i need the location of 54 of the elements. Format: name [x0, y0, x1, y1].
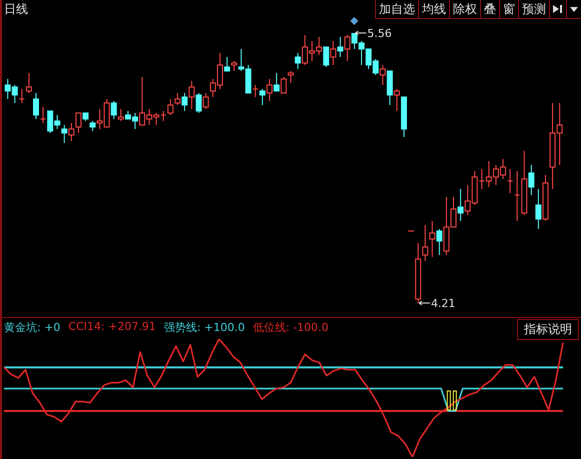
- text: 除权: [449, 0, 480, 18]
- candlestick: [231, 60, 238, 72]
- candlestick: [280, 76, 287, 94]
- candlestick: [110, 100, 117, 120]
- chart-title: 日线: [4, 1, 28, 18]
- candlestick: [386, 70, 393, 106]
- candlestick: [224, 56, 230, 72]
- candlestick: [68, 122, 74, 142]
- candlestick: [528, 164, 534, 196]
- candlestick: [330, 40, 336, 66]
- candlestick: [61, 124, 68, 144]
- candlestick: [18, 88, 25, 104]
- text: 窗: [499, 0, 518, 18]
- candlestick: [422, 224, 428, 262]
- text: 黄金坑: +0: [4, 320, 60, 335]
- candlestick: [202, 92, 209, 110]
- candlestick: [167, 98, 174, 116]
- candlestick: [294, 52, 301, 70]
- candlestick: [535, 188, 542, 230]
- text: 加自选: [375, 0, 418, 18]
- candlestick: [458, 188, 464, 222]
- annotation: 4.21: [430, 297, 456, 310]
- text: CCI14: +207.91: [68, 320, 156, 335]
- candlestick: [514, 170, 520, 222]
- text: 均线: [418, 0, 449, 18]
- candlestick: [188, 80, 195, 110]
- candlestick: [323, 46, 330, 68]
- candlestick: [26, 72, 32, 94]
- text: 低位线: -100.0: [252, 320, 329, 335]
- text: 指标说明: [517, 319, 579, 340]
- candlestick: [436, 228, 442, 256]
- candlestick: [344, 34, 350, 62]
- candlestick: [380, 64, 386, 86]
- annotation: 5.56: [367, 27, 392, 40]
- candlestick: [174, 92, 181, 106]
- candlestick: [40, 106, 46, 124]
- text: 强势线: +100.0: [164, 320, 245, 335]
- candlestick: [33, 92, 40, 120]
- text: 预测: [518, 0, 549, 18]
- candlestick: [90, 120, 96, 132]
- candlestick: [75, 112, 82, 134]
- candlestick: [274, 72, 280, 92]
- candlestick: [266, 78, 273, 102]
- candlestick: [252, 84, 258, 98]
- candlestick: [429, 220, 436, 258]
- candlestick: [259, 88, 266, 106]
- candlestick: [118, 108, 124, 122]
- candlestick: [394, 88, 400, 112]
- candlestick: [288, 70, 294, 84]
- text: 叠: [480, 0, 499, 18]
- candlestick: [507, 168, 514, 194]
- candlestick: [196, 92, 202, 114]
- candlestick: [337, 36, 344, 58]
- candlestick: [182, 92, 188, 112]
